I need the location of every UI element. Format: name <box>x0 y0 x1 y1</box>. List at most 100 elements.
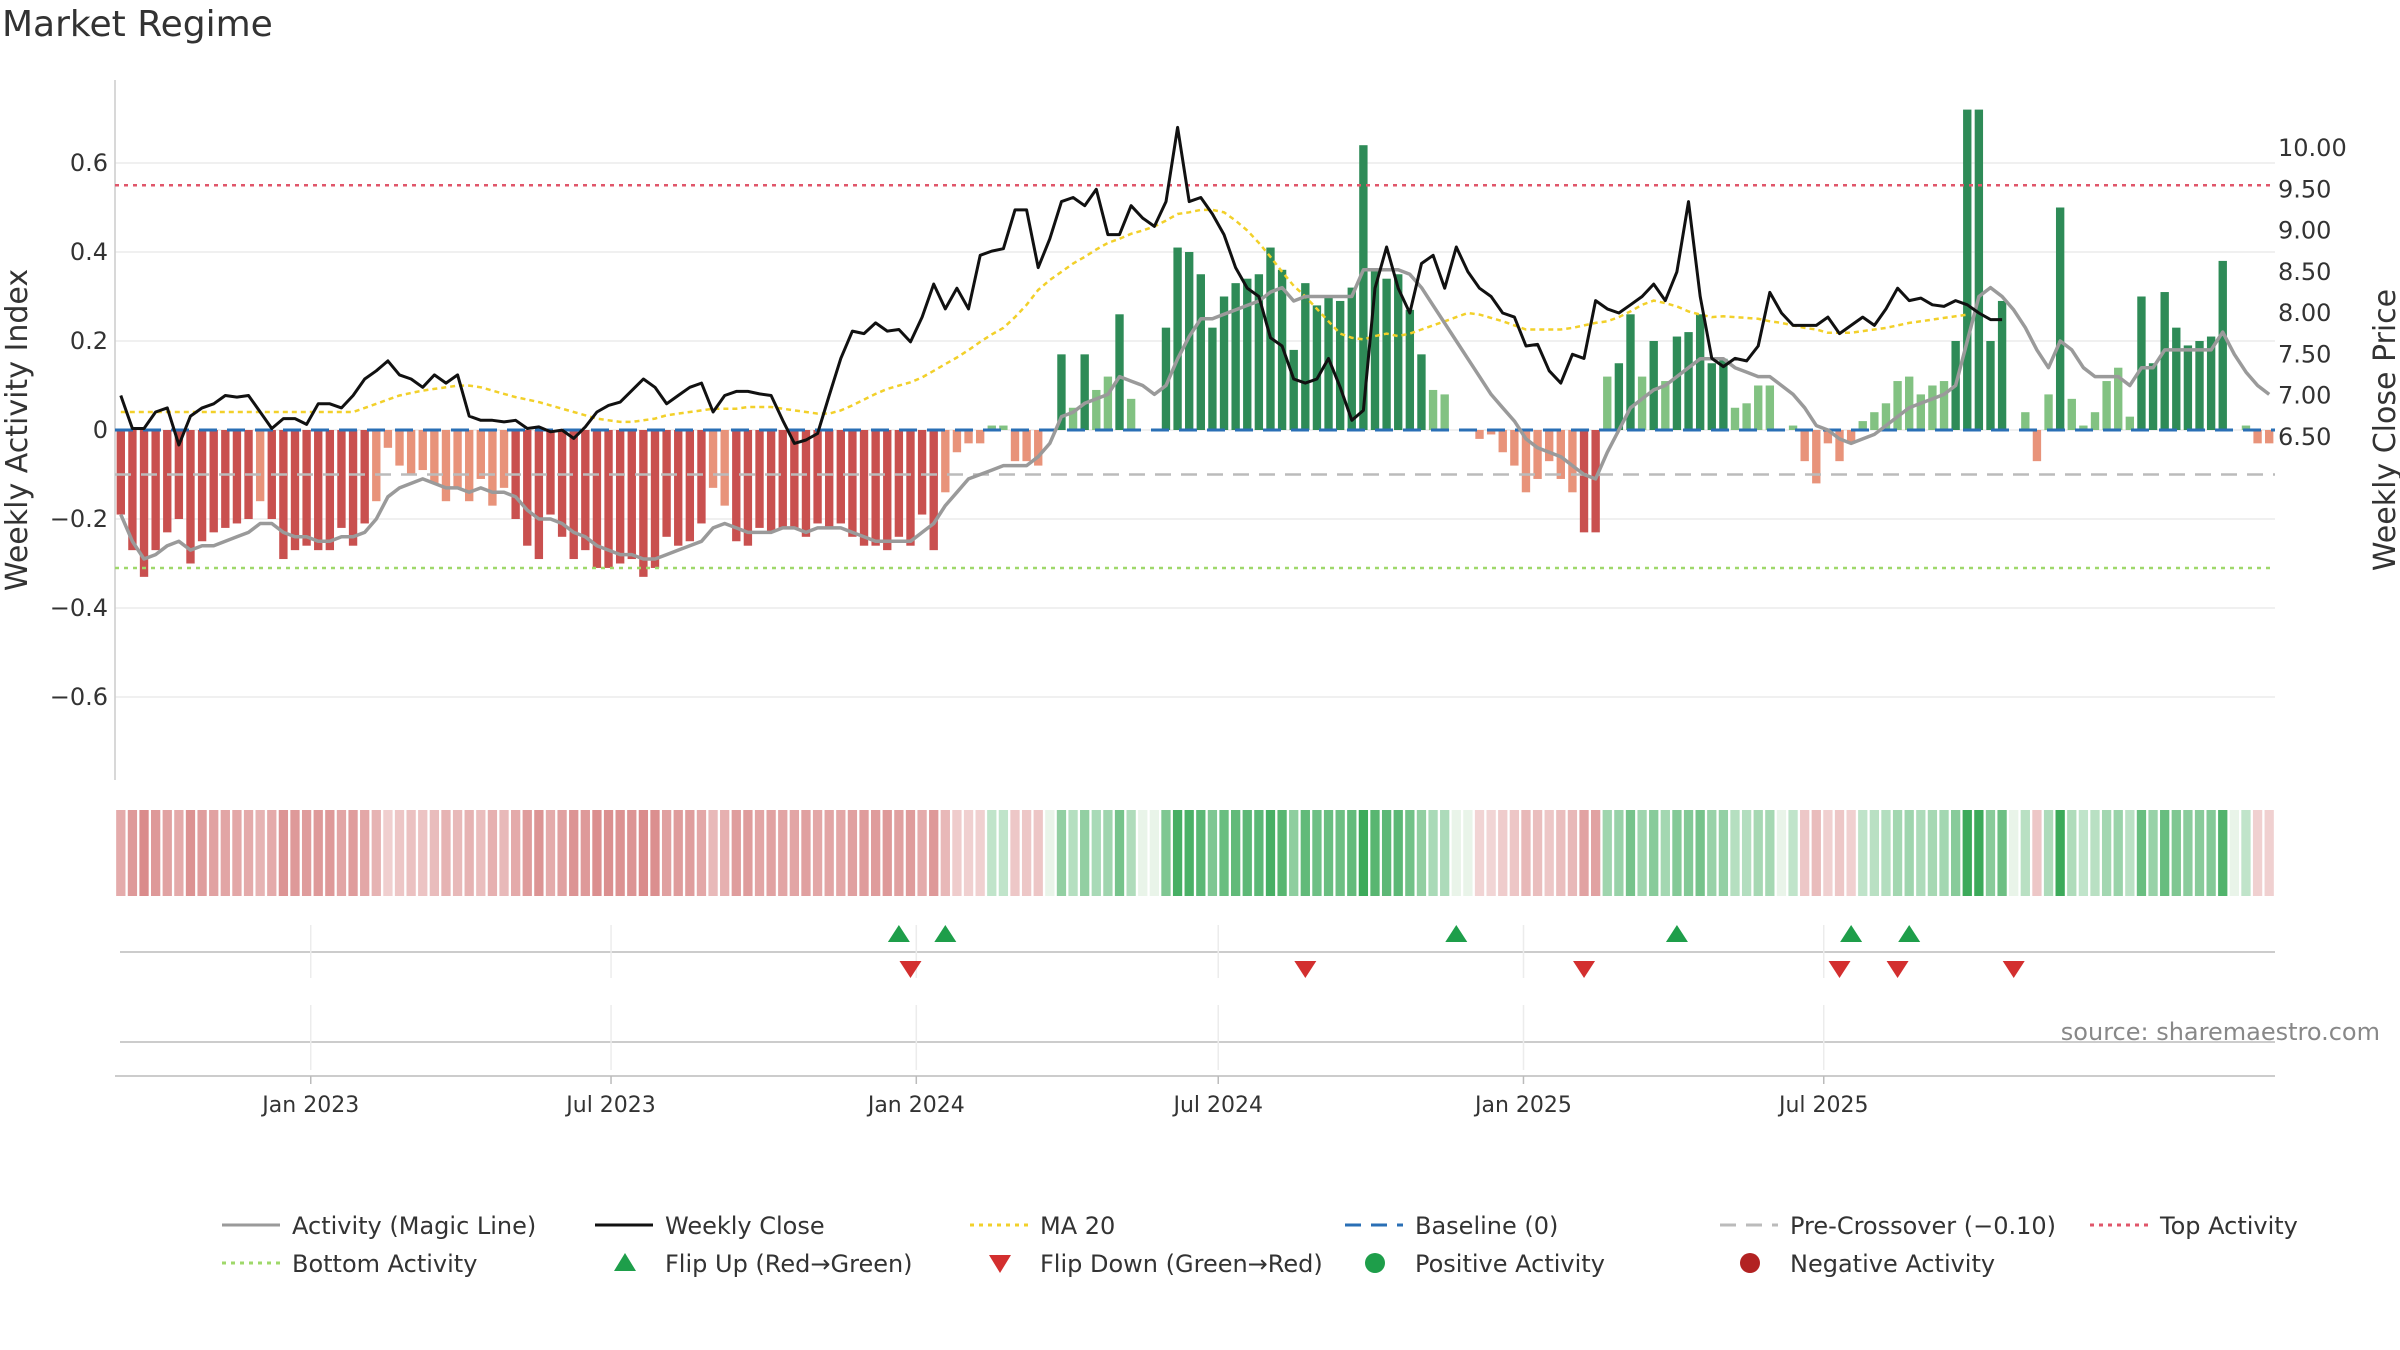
heat-strip-cell <box>1068 810 1078 896</box>
heat-strip-cell <box>1207 810 1218 896</box>
activity-bar <box>2172 327 2181 430</box>
activity-bar <box>1649 341 1658 430</box>
heat-strip-cell <box>1126 810 1136 896</box>
legend-label: Activity (Magic Line) <box>292 1212 536 1240</box>
heat-strip-cell <box>1939 810 1949 896</box>
heat-strip-cell <box>1381 810 1392 896</box>
activity-bar <box>1208 327 1217 430</box>
heat-strip-cell <box>638 810 649 896</box>
heat-strip-cell <box>1347 810 1357 896</box>
heat-strip-cell <box>836 810 846 896</box>
heat-strip-cell <box>1904 810 1914 896</box>
heat-strip-cell <box>1103 810 1113 896</box>
heat-strip-cell <box>1718 810 1729 896</box>
legend-label: Flip Up (Red→Green) <box>665 1250 913 1278</box>
activity-bar <box>1672 336 1682 430</box>
activity-bar <box>1231 283 1240 430</box>
activity-bar <box>1533 430 1542 479</box>
heat-strip-cell <box>511 810 521 896</box>
legend-item: Flip Up (Red→Green) <box>614 1250 913 1278</box>
activity-bar <box>836 430 845 524</box>
activity-bar <box>1695 314 1705 430</box>
heat-strip-cell <box>2125 810 2135 896</box>
activity-bar <box>1846 430 1856 444</box>
heat-strip-cell <box>1277 810 1287 896</box>
heat-strip-cell <box>1823 810 1833 896</box>
heat-strip-cell <box>1649 810 1659 896</box>
activity-bar <box>2044 394 2053 430</box>
chart-title: Market Regime <box>2 4 273 45</box>
flip-up-marker <box>1665 925 1688 942</box>
activity-bar <box>766 430 776 533</box>
activity-bar <box>1521 430 1531 493</box>
heat-strip-cell <box>673 810 683 896</box>
heat-strip-cell <box>847 810 858 896</box>
y-left-tick-label: 0.2 <box>70 327 108 355</box>
weekly-close-line <box>119 125 2003 447</box>
activity-bar <box>279 430 288 560</box>
legend-item: Activity (Magic Line) <box>222 1212 536 1240</box>
activity-bar <box>1080 354 1089 430</box>
heat-strip-cell <box>2241 810 2251 896</box>
activity-bar <box>2114 367 2123 430</box>
heat-strip-cell <box>441 810 451 896</box>
activity-bar <box>186 430 195 564</box>
legend-label: Bottom Activity <box>292 1250 477 1278</box>
flip-up-marker <box>887 925 910 942</box>
activity-bar <box>801 430 811 537</box>
activity-bar <box>1417 354 1426 430</box>
activity-bar <box>1440 394 1449 430</box>
activity-bar <box>1115 314 1124 430</box>
activity-bar <box>128 430 137 551</box>
heat-strip-cell <box>1184 810 1194 896</box>
activity-bar <box>1312 305 1322 430</box>
activity-bar <box>2218 260 2227 430</box>
heat-strip-cell <box>2113 810 2123 896</box>
heat-strip-cell <box>754 810 765 896</box>
x-tick-label: Jan 2025 <box>1473 1093 1572 1118</box>
activity-bar <box>1870 412 1879 430</box>
heat-strip-cell <box>1951 810 1961 896</box>
heat-strip-cell <box>1393 810 1403 896</box>
legend-label: Pre-Crossover (−0.10) <box>1790 1212 2056 1240</box>
heat-strip-cell <box>1997 810 2007 896</box>
heat-strip-cell <box>1358 810 1369 896</box>
heat-strip-cell <box>116 810 126 896</box>
activity-bar <box>639 430 648 577</box>
activity-bar <box>1498 430 1507 453</box>
activity-bar <box>627 430 636 560</box>
heat-strip-cell <box>766 810 776 896</box>
y-right-tick-label: 9.00 <box>2278 217 2331 245</box>
activity-bar <box>2021 412 2030 430</box>
activity-bar <box>848 430 857 537</box>
heat-strip-cell <box>1486 810 1496 896</box>
activity-bar <box>1161 327 1171 430</box>
heat-strip-cell <box>418 810 428 896</box>
heat-strip-cell <box>127 810 138 896</box>
activity-bar <box>2067 398 2076 430</box>
flip-down-marker <box>1828 961 1851 978</box>
activity-bar <box>1881 403 1891 430</box>
activity-bar <box>975 430 985 444</box>
activity-bar <box>1196 274 1205 430</box>
source-label: source: sharemaestro.com <box>2061 1018 2380 1046</box>
activity-bar <box>314 430 323 551</box>
activity-bar <box>1301 283 1310 430</box>
heat-strip-cell <box>1010 810 1020 896</box>
activity-bar <box>2148 363 2158 430</box>
heat-strip-cell <box>580 810 590 896</box>
heat-strip-cell <box>1962 810 1972 896</box>
x-tick-label: Jul 2023 <box>564 1093 656 1118</box>
activity-bar <box>1835 430 1844 462</box>
activity-bar <box>1730 407 1740 430</box>
activity-bar <box>650 430 660 568</box>
heat-strip-cell <box>812 810 823 896</box>
activity-bar <box>685 430 695 542</box>
heat-strip-cell <box>1985 810 1996 896</box>
heat-strip-cell <box>882 810 892 896</box>
heat-strip-cell <box>2043 810 2054 896</box>
heat-strip-cell <box>627 810 637 896</box>
heat-strip-cell <box>1916 810 1926 896</box>
activity-bar <box>395 430 404 466</box>
